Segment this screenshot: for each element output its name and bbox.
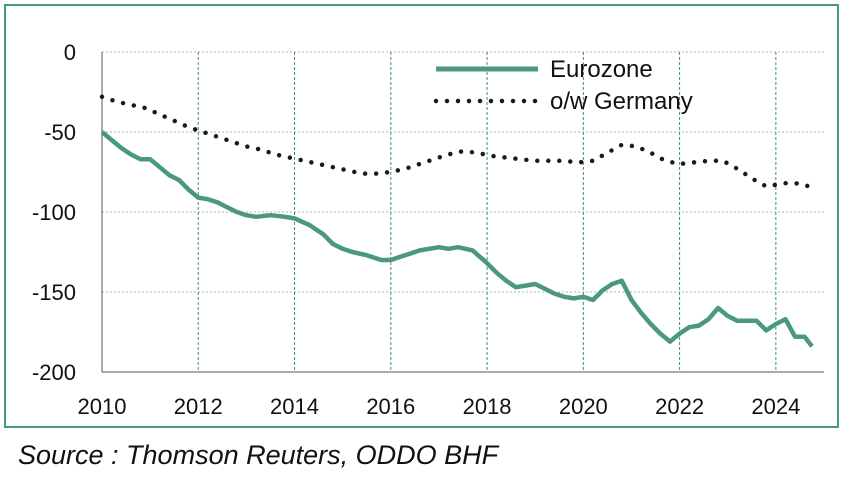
series-layer <box>99 94 815 348</box>
x-tick-label: 2022 <box>655 394 704 419</box>
source-note: Source : Thomson Reuters, ODDO BHF <box>18 440 499 470</box>
x-tick-label: 2012 <box>174 394 223 419</box>
x-tick-label: 2016 <box>366 394 415 419</box>
y-tick-label: -150 <box>32 280 76 305</box>
legend: Eurozone o/w Germany <box>433 56 693 115</box>
series-line-germany <box>99 94 815 191</box>
legend-label: Eurozone <box>550 56 653 83</box>
x-tick-label: 2014 <box>270 394 319 419</box>
y-tick-label: 0 <box>64 40 76 65</box>
x-tick-label: 2020 <box>559 394 608 419</box>
x-tick-label: 2024 <box>751 394 800 419</box>
x-tick-label: 2018 <box>463 394 512 419</box>
y-tick-label: -100 <box>32 200 76 225</box>
x-tick-label: 2010 <box>78 394 127 419</box>
y-tick-label: -200 <box>32 360 76 385</box>
y-tick-label: -50 <box>44 120 76 145</box>
grid-layer <box>102 51 824 372</box>
chart-frame: 0 -50 -100 -150 -200 2010 2012 2014 2016 2018 2020… <box>4 4 839 428</box>
series-line-eurozone <box>100 130 814 348</box>
legend-label: o/w Germany <box>550 88 693 115</box>
